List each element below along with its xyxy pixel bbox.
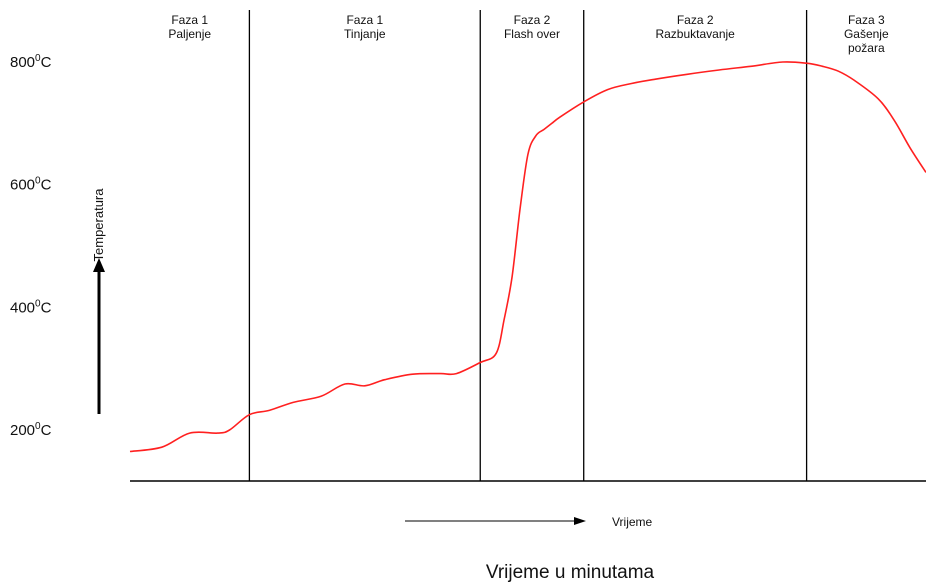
phase-label-number: Faza 3 — [848, 13, 885, 27]
phase-label-name: Flash over — [504, 27, 560, 41]
y-tick-label: 4000C — [10, 298, 52, 316]
phase-dividers — [248, 10, 808, 481]
chart-caption: Vrijeme u minutama — [486, 562, 655, 583]
phase-label-number: Faza 1 — [171, 13, 208, 27]
phase-label-number: Faza 1 — [346, 13, 383, 27]
y-axis-arrow-head — [93, 258, 105, 272]
x-axis-arrow-head — [574, 517, 586, 525]
phase-label-name: Gašenje — [844, 27, 889, 41]
y-axis-ticks: 2000C 4000C 6000C 8000C — [10, 53, 52, 439]
y-tick-label: 8000C — [10, 53, 52, 71]
phase-label-name: Paljenje — [168, 27, 211, 41]
x-axis-label: Vrijeme — [612, 515, 653, 529]
y-tick-label: 6000C — [10, 176, 52, 194]
phase-label-number: Faza 2 — [677, 13, 714, 27]
series-layer — [129, 61, 926, 453]
y-axis-label: Temperatura — [91, 188, 106, 262]
phase-label-number: Faza 2 — [514, 13, 551, 27]
y-tick-label: 2000C — [10, 421, 52, 439]
phase-label-name-cont: požara — [848, 41, 885, 55]
phase-label-name: Razbuktavanje — [655, 27, 735, 41]
phase-label-name: Tinjanje — [344, 27, 386, 41]
temperature-series-line — [129, 61, 926, 453]
